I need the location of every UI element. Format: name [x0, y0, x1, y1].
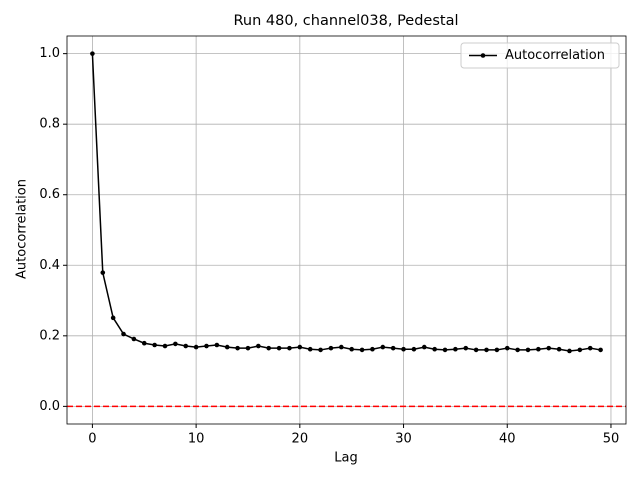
point	[287, 345, 292, 351]
point	[432, 346, 437, 352]
point	[183, 343, 189, 349]
point	[224, 344, 230, 350]
point	[339, 344, 344, 350]
point	[110, 315, 116, 321]
point	[359, 347, 365, 353]
point	[141, 340, 147, 346]
point	[173, 341, 178, 347]
point	[121, 331, 126, 337]
point	[204, 343, 209, 349]
y-tick-label: 0.0	[39, 399, 60, 414]
point	[297, 344, 303, 350]
point	[484, 347, 489, 353]
point	[380, 344, 386, 350]
series-line	[91, 53, 601, 352]
point	[546, 345, 552, 351]
point	[370, 346, 375, 352]
point	[390, 345, 396, 351]
legend: Autocorrelation	[460, 42, 620, 69]
point	[401, 346, 406, 352]
y-axis-label: Autocorrelation	[15, 179, 30, 279]
x-tick-label: 40	[499, 432, 516, 447]
y-tick-label: 1.0	[39, 46, 60, 61]
point	[421, 344, 427, 350]
x-tick-label: 30	[395, 432, 412, 447]
x-tick-label: 10	[188, 432, 205, 447]
point	[318, 347, 323, 353]
point	[453, 346, 458, 352]
point	[567, 348, 572, 354]
point	[162, 343, 168, 349]
point	[256, 343, 261, 349]
legend-label: Autocorrelation	[505, 48, 605, 63]
point	[504, 345, 510, 351]
point	[515, 347, 520, 353]
point	[463, 345, 469, 351]
point	[131, 336, 137, 342]
x-axis-label: Lag	[334, 451, 357, 466]
point	[307, 346, 313, 352]
chart-title: Run 480, channel038, Pedestal	[233, 13, 458, 29]
point	[556, 346, 562, 352]
point	[245, 345, 251, 351]
plot-frame	[66, 35, 627, 425]
x-tick-label: 50	[603, 432, 620, 447]
point	[193, 344, 199, 350]
point	[411, 346, 417, 352]
point	[587, 345, 593, 351]
point	[90, 51, 95, 56]
point	[100, 270, 106, 275]
point	[214, 342, 220, 348]
point	[276, 345, 282, 351]
x-tick-label: 0	[88, 432, 96, 447]
point	[473, 347, 479, 353]
point	[536, 346, 541, 352]
point	[266, 345, 272, 351]
y-tick-label: 0.4	[39, 258, 60, 273]
legend-box	[460, 42, 620, 69]
point	[349, 346, 354, 352]
point	[525, 347, 531, 353]
point	[152, 342, 157, 348]
point	[494, 347, 500, 353]
y-tick-label: 0.2	[39, 328, 60, 343]
x-tick-label: 20	[292, 432, 309, 447]
point	[328, 345, 334, 351]
y-tick-label: 0.6	[39, 187, 60, 202]
point	[598, 347, 603, 353]
legend-marker	[480, 53, 486, 58]
point	[442, 347, 448, 353]
y-tick-label: 0.8	[39, 117, 60, 132]
point	[235, 345, 240, 351]
point	[577, 347, 583, 353]
